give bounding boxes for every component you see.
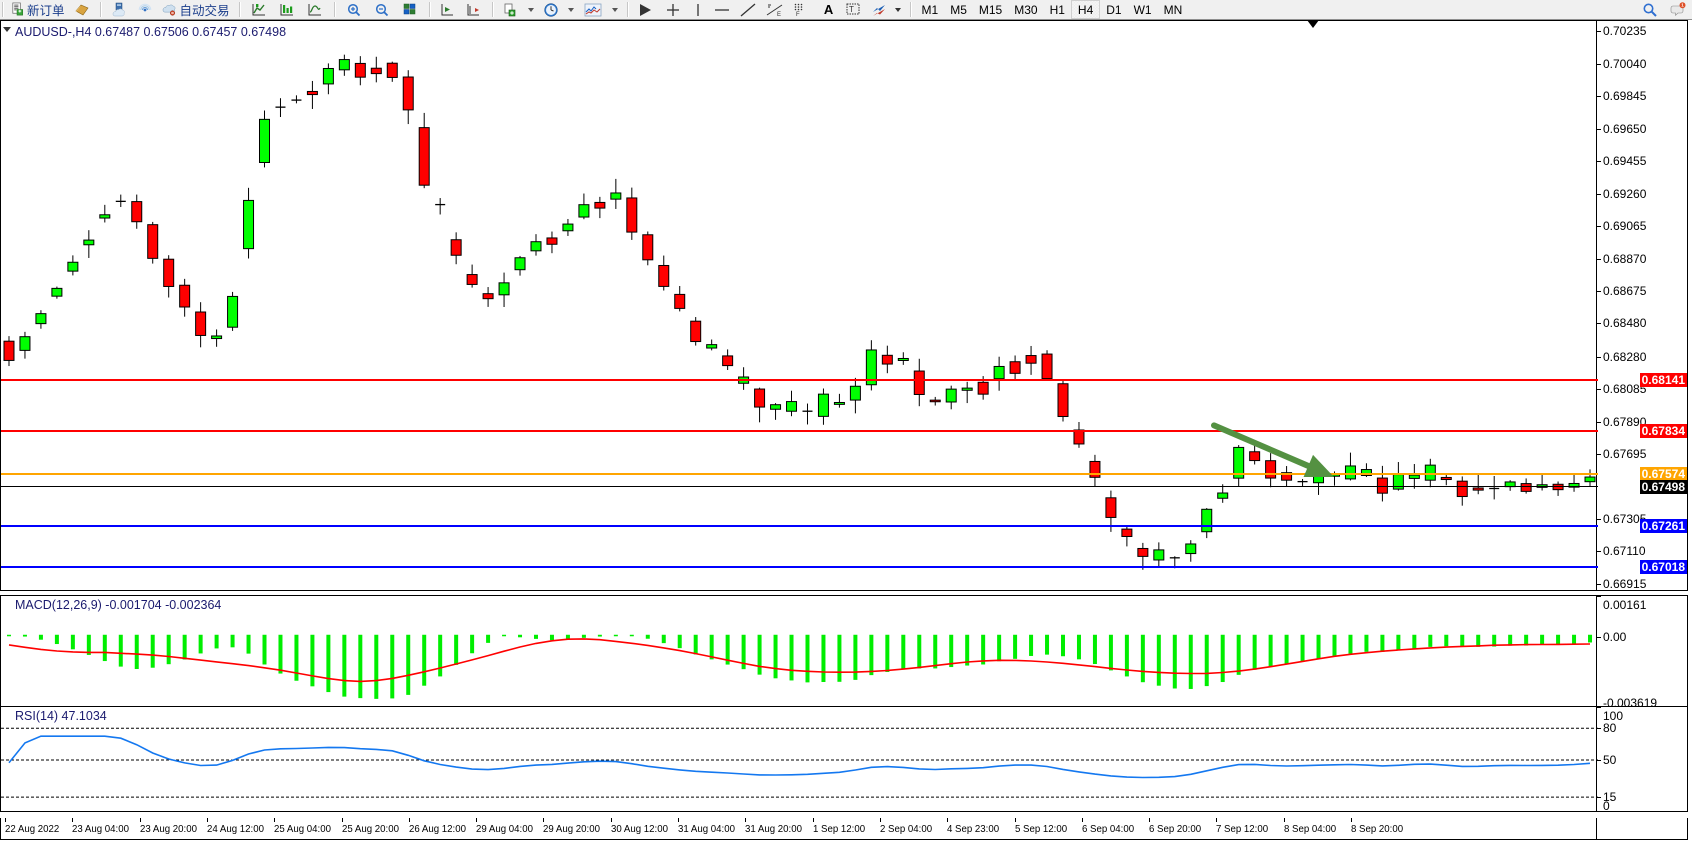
svg-text:F: F	[796, 12, 800, 17]
svg-text:1: 1	[1681, 2, 1684, 7]
svg-text:E: E	[777, 12, 781, 17]
svg-text:T: T	[849, 5, 854, 14]
